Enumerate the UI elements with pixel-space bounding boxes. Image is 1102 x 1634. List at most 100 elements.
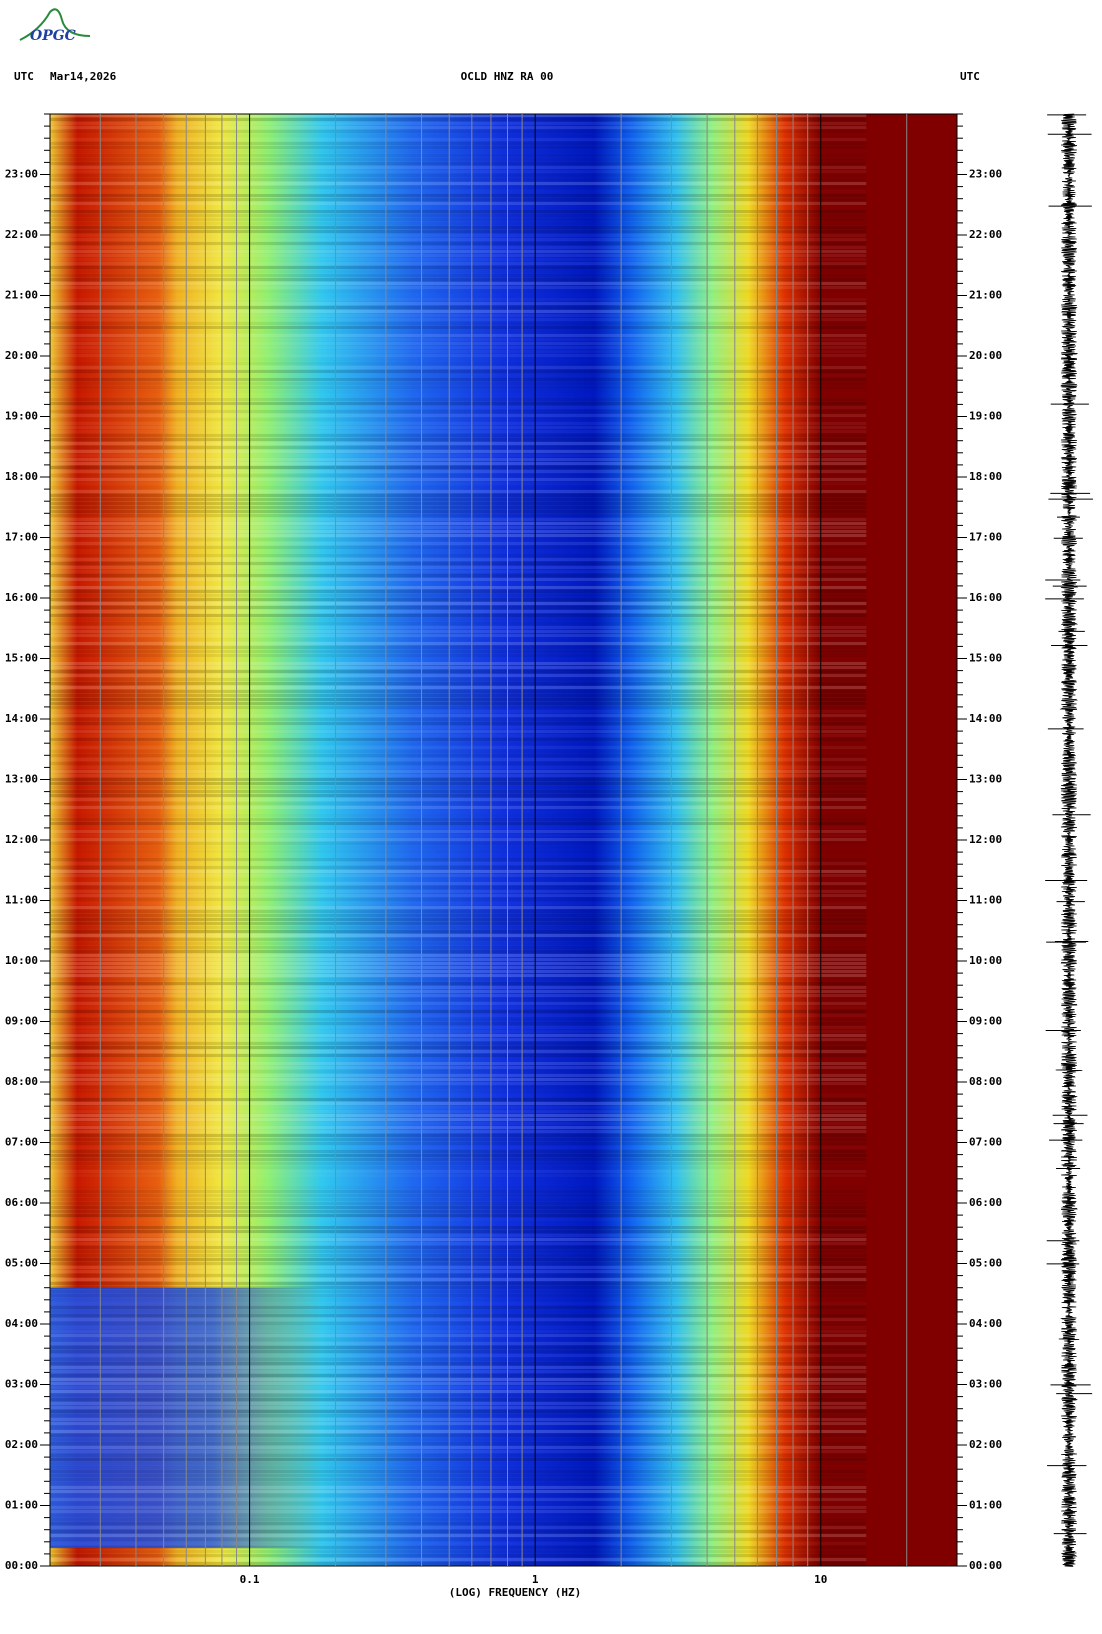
texture — [50, 1490, 867, 1493]
texture — [50, 1370, 867, 1373]
texture — [50, 1130, 867, 1133]
texture — [50, 874, 867, 877]
seismogram — [1045, 113, 1093, 1567]
texture — [50, 146, 867, 149]
texture — [50, 1314, 867, 1317]
x-tick-label: 0.1 — [240, 1573, 260, 1586]
y-tick-label: 15:00 — [5, 652, 38, 665]
texture — [50, 786, 867, 789]
x-axis-label: (LOG) FREQUENCY (HZ) — [449, 1586, 581, 1599]
texture — [50, 954, 867, 957]
texture — [50, 1078, 867, 1081]
texture — [50, 466, 867, 469]
texture — [50, 922, 867, 925]
y-tick-label: 01:00 — [969, 1499, 1002, 1512]
texture — [50, 562, 867, 565]
texture — [50, 1414, 867, 1417]
texture — [50, 1518, 867, 1521]
texture — [50, 1550, 867, 1553]
texture — [50, 298, 866, 301]
y-tick-label: 19:00 — [969, 410, 1002, 423]
texture — [50, 234, 867, 237]
y-tick-label: 06:00 — [969, 1196, 1002, 1209]
texture — [50, 1166, 866, 1169]
texture — [50, 1470, 867, 1473]
texture — [50, 1254, 867, 1257]
texture — [50, 1534, 867, 1537]
texture — [50, 1362, 867, 1365]
texture — [50, 1210, 867, 1213]
y-tick-label: 12:00 — [5, 833, 38, 846]
texture — [50, 774, 867, 777]
texture — [50, 1138, 867, 1141]
texture — [50, 638, 866, 641]
texture — [50, 1302, 866, 1305]
texture — [50, 158, 867, 161]
texture — [50, 834, 866, 837]
texture — [50, 130, 867, 133]
texture — [50, 578, 867, 581]
timezone-label: UTC — [960, 70, 980, 83]
texture — [50, 594, 867, 597]
texture — [50, 1282, 867, 1285]
y-tick-label: 00:00 — [969, 1559, 1002, 1572]
texture — [50, 1194, 867, 1197]
texture — [50, 1426, 867, 1429]
texture — [50, 402, 867, 405]
texture — [50, 630, 867, 633]
texture — [50, 1122, 866, 1125]
texture — [50, 742, 866, 745]
texture — [50, 1466, 866, 1469]
texture — [50, 514, 867, 517]
texture — [50, 1274, 867, 1277]
texture — [50, 1174, 866, 1177]
texture — [50, 1318, 867, 1321]
texture — [50, 1006, 866, 1009]
texture — [50, 966, 867, 969]
texture — [50, 994, 867, 997]
y-tick-label: 13:00 — [969, 773, 1002, 786]
texture — [50, 434, 867, 437]
texture — [50, 750, 867, 753]
texture — [50, 1270, 867, 1273]
texture — [50, 1454, 867, 1457]
y-tick-label: 15:00 — [969, 652, 1002, 665]
texture — [50, 794, 867, 797]
texture — [50, 366, 867, 369]
texture — [50, 1310, 866, 1313]
texture — [50, 222, 866, 225]
y-tick-label: 17:00 — [969, 531, 1002, 544]
chart-title: OCLD HNZ RA 00 — [461, 70, 554, 83]
texture — [50, 1002, 867, 1005]
texture — [50, 1214, 867, 1217]
texture — [50, 1170, 867, 1173]
texture — [50, 1278, 867, 1281]
texture — [50, 286, 867, 289]
texture — [50, 306, 867, 309]
y-tick-label: 22:00 — [969, 228, 1002, 241]
texture — [50, 678, 867, 681]
texture — [50, 1402, 867, 1405]
texture — [50, 646, 867, 649]
texture — [50, 430, 867, 433]
y-tick-label: 16:00 — [5, 591, 38, 604]
texture — [50, 762, 867, 765]
texture — [50, 1086, 867, 1089]
texture — [50, 1326, 866, 1329]
texture — [50, 882, 867, 885]
texture — [50, 650, 867, 653]
texture — [50, 1510, 867, 1513]
texture — [50, 606, 867, 609]
texture — [50, 738, 867, 741]
texture — [50, 554, 867, 557]
texture — [50, 446, 867, 449]
texture — [50, 934, 867, 937]
texture — [50, 1418, 867, 1421]
texture — [50, 510, 867, 513]
texture — [50, 1554, 867, 1557]
texture — [50, 374, 866, 377]
texture — [50, 1338, 866, 1341]
texture — [50, 382, 867, 385]
texture — [50, 1018, 867, 1021]
